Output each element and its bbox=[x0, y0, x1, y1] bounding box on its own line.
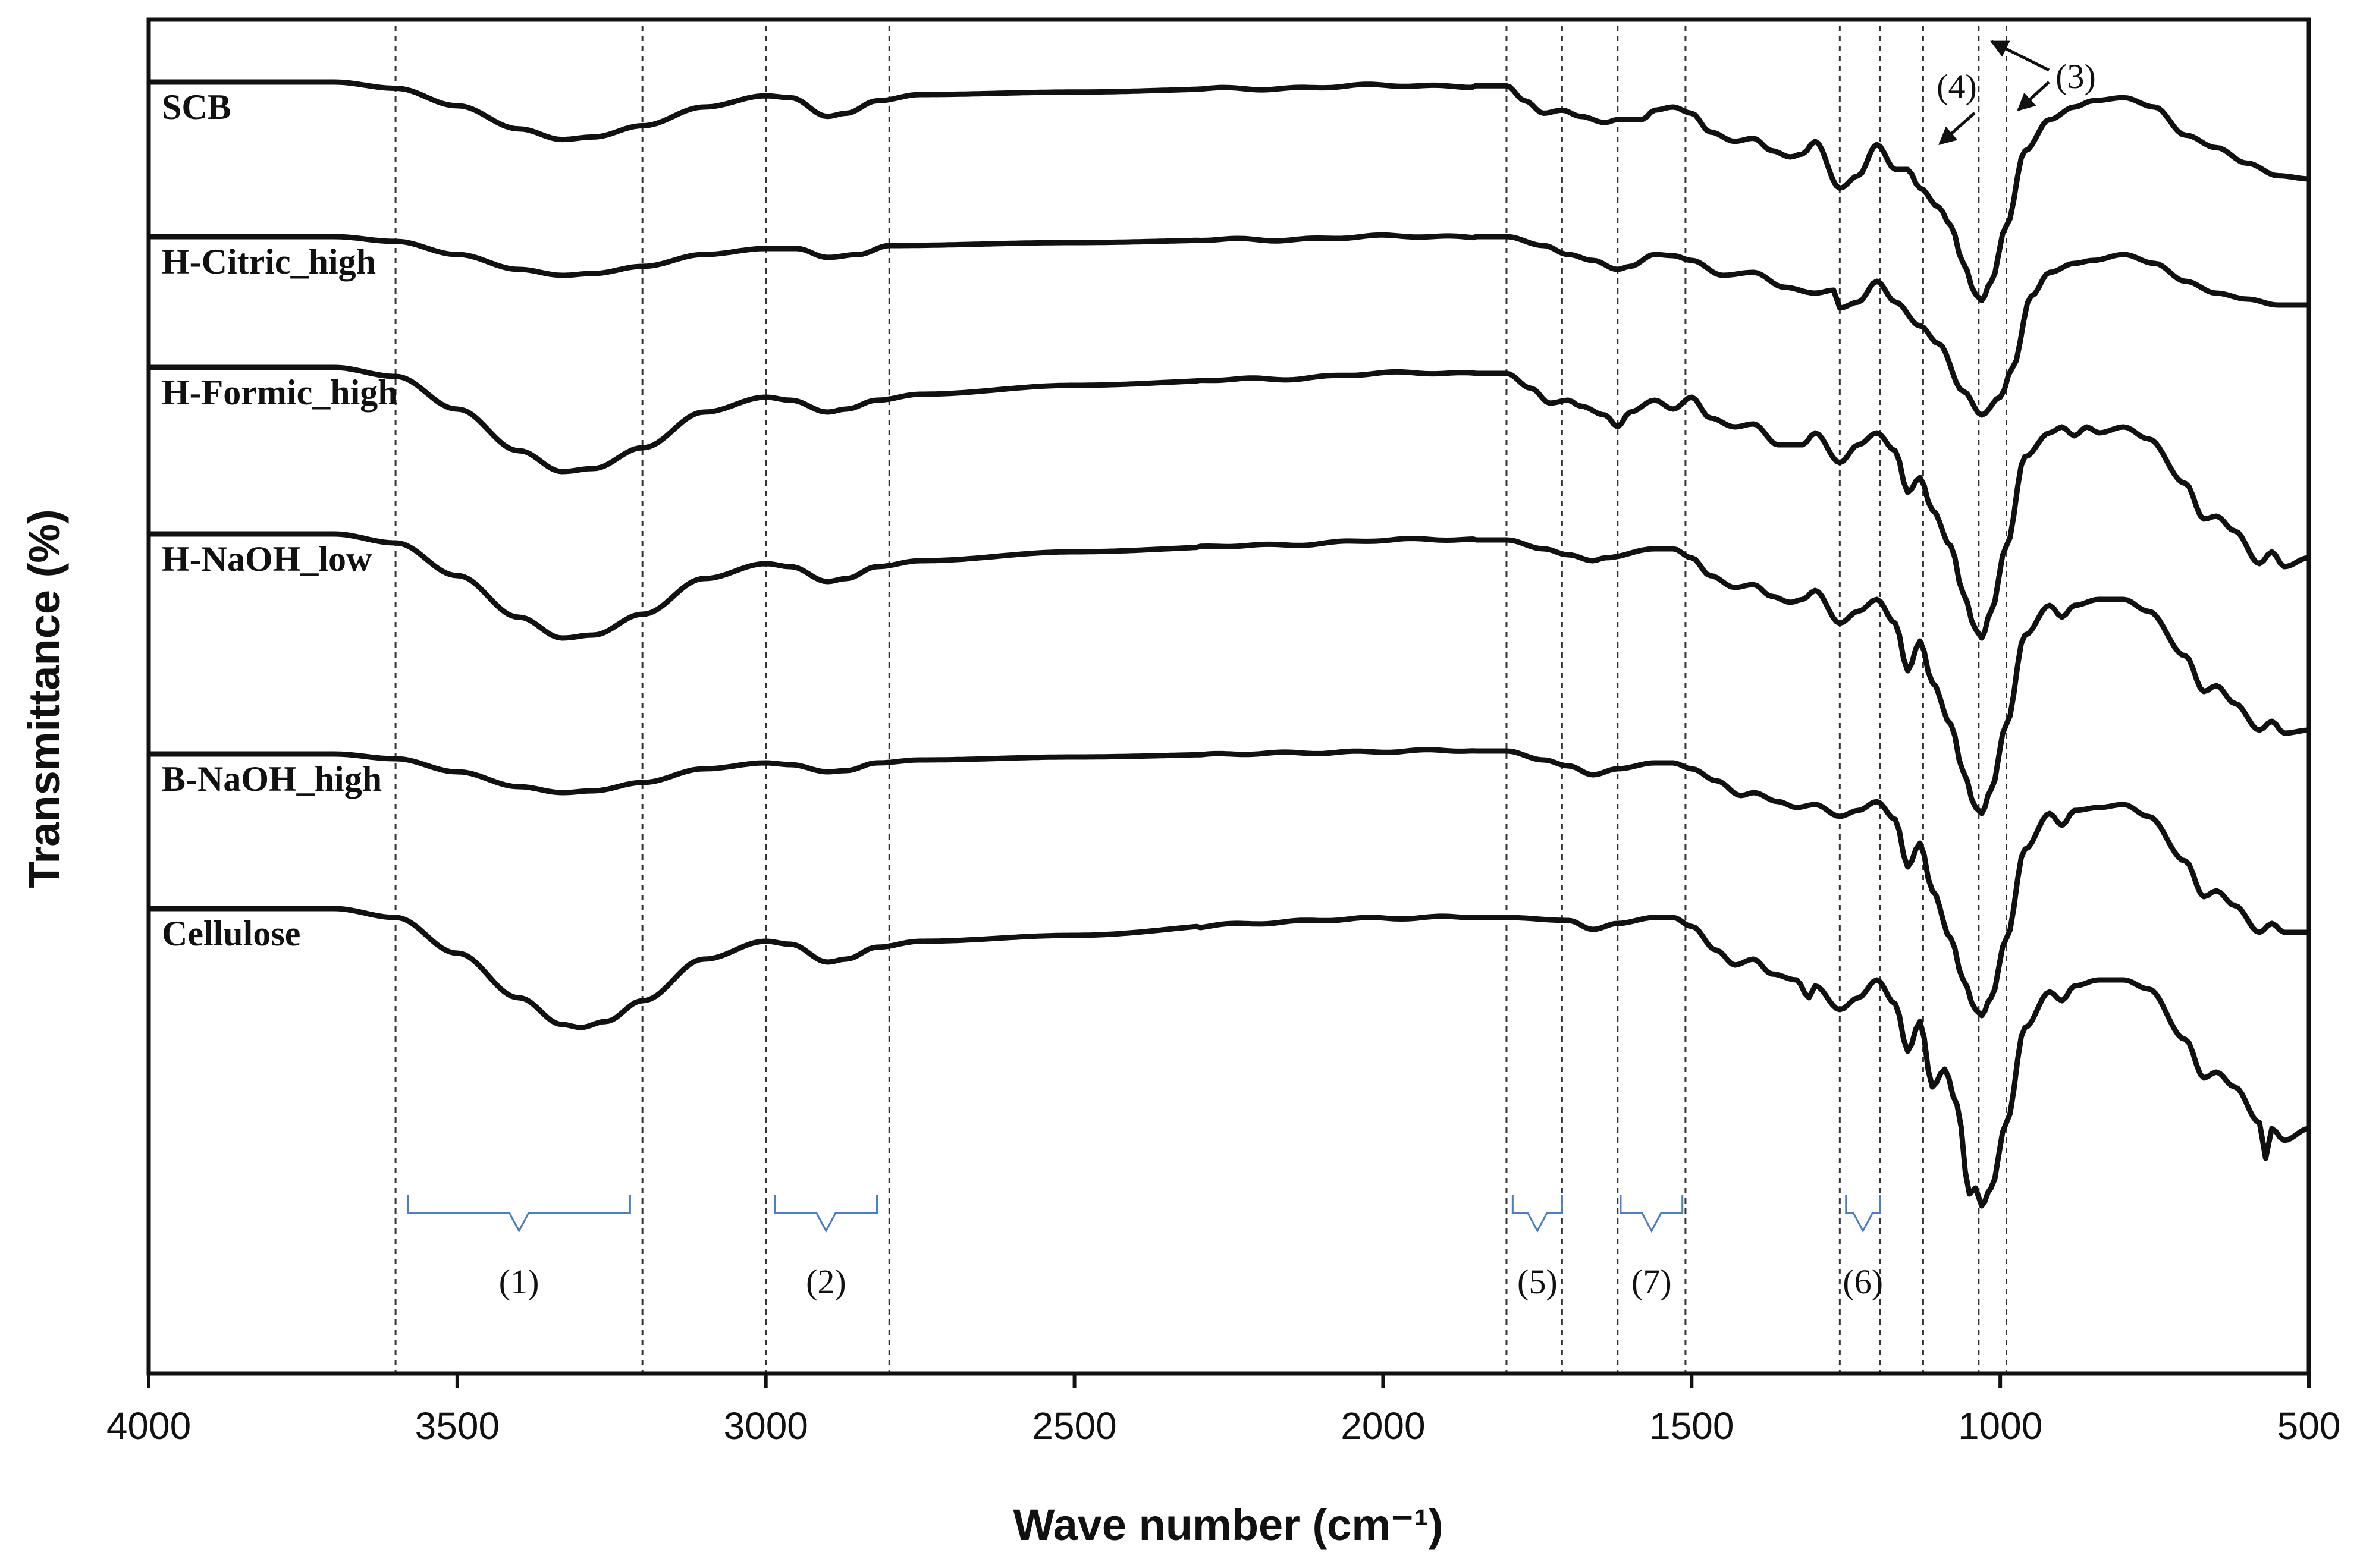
x-axis-title: Wave number (cm⁻¹) bbox=[1013, 1500, 1443, 1550]
x-tick-label-3500: 3500 bbox=[415, 1404, 500, 1447]
series-label-h-naoh-low: H-NaOH_low bbox=[162, 539, 372, 579]
arrow-3a bbox=[1990, 40, 2050, 72]
bracket-label-5: (5) bbox=[1517, 1262, 1558, 1301]
x-tick-label-500: 500 bbox=[2277, 1404, 2341, 1447]
arrow-3b bbox=[2017, 81, 2050, 112]
bracket-1 bbox=[407, 1195, 631, 1233]
arrow-4 bbox=[1938, 112, 1976, 145]
series-line-cellulose bbox=[149, 906, 2309, 1209]
x-tick-label-4000: 4000 bbox=[106, 1404, 191, 1447]
bracket-2 bbox=[774, 1195, 878, 1233]
bracket-7 bbox=[1620, 1195, 1684, 1233]
x-tick-label-2500: 2500 bbox=[1032, 1404, 1116, 1447]
peak-arrows: (3) (4) bbox=[1937, 40, 2096, 145]
series-line-b-naoh-high bbox=[149, 747, 2309, 1019]
region-brackets: (1) (2) (5) (7) (6) bbox=[407, 1195, 1883, 1301]
spectra-curves: SCB H-Citric_high H-Formic_high H-NaOH_low B… bbox=[149, 79, 2309, 1209]
bracket-label-6: (6) bbox=[1843, 1262, 1883, 1301]
series-line-scb bbox=[149, 79, 2309, 303]
bracket-5 bbox=[1511, 1195, 1563, 1233]
series-label-cellulose: Cellulose bbox=[162, 914, 300, 953]
series-label-h-citric-high: H-Citric_high bbox=[162, 242, 376, 281]
x-tick-label-1000: 1000 bbox=[1958, 1404, 2042, 1447]
series-label-scb: SCB bbox=[162, 87, 231, 127]
bracket-label-1: (1) bbox=[499, 1262, 539, 1301]
plot-frame bbox=[146, 17, 2311, 1376]
series-label-h-formic-high: H-Formic_high bbox=[162, 373, 398, 412]
x-tick-label-1500: 1500 bbox=[1649, 1404, 1734, 1447]
series-line-h-formic-high bbox=[149, 364, 2309, 641]
series-line-h-citric-high bbox=[149, 232, 2309, 418]
series-line-h-naoh-low bbox=[149, 531, 2309, 816]
arrow-label-4: (4) bbox=[1937, 67, 1977, 106]
x-axis-ticks: 4000 3500 3000 2500 2000 1500 1000 500 bbox=[106, 1374, 2341, 1447]
series-label-b-naoh-high: B-NaOH_high bbox=[162, 759, 382, 799]
bracket-label-7: (7) bbox=[1631, 1262, 1672, 1301]
x-tick-label-2000: 2000 bbox=[1341, 1404, 1425, 1447]
x-tick-label-3000: 3000 bbox=[724, 1404, 808, 1447]
bracket-6 bbox=[1845, 1195, 1881, 1233]
bracket-label-2: (2) bbox=[806, 1262, 846, 1301]
y-axis-title: Transmittance (%) bbox=[20, 509, 69, 888]
arrow-label-3: (3) bbox=[2055, 57, 2096, 96]
